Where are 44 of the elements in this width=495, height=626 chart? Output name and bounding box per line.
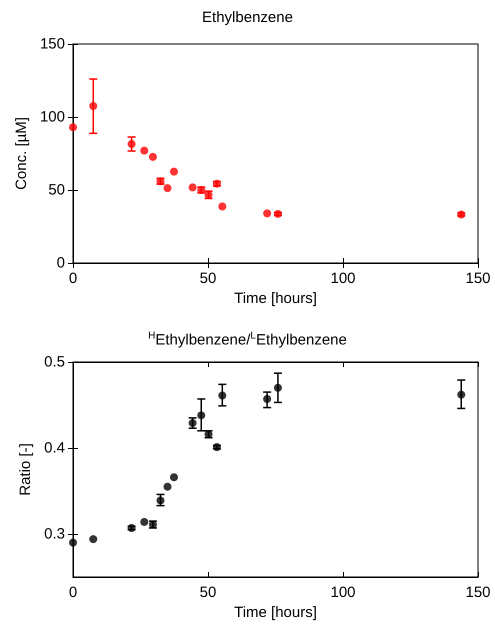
x-tick-label: 150 [465,270,491,287]
point [69,538,77,547]
point [69,123,77,132]
y-tick-label: 150 [40,36,65,52]
point [140,146,148,155]
point [89,535,98,544]
point [457,390,466,399]
x-tick-label: 100 [330,270,356,287]
y-tick-label: 0.5 [44,354,65,370]
y-tick-label: 0.3 [44,526,65,542]
y-tick-label: 0.4 [44,440,65,456]
point [274,210,282,218]
y-tick-label: 100 [40,108,65,126]
x-axis-title: Time [hours] [234,604,317,621]
point [128,524,136,532]
point [128,140,136,148]
point [457,210,466,219]
point [263,209,272,218]
x-tick-label: 0 [68,270,78,287]
point [197,411,206,420]
x-tick-label: 50 [200,270,216,287]
point [148,152,157,161]
point [170,473,178,482]
point [274,384,282,392]
point [218,202,226,210]
point [170,168,178,176]
point [156,496,164,504]
point [263,394,272,403]
x-tick-label: 50 [200,584,216,601]
y-tick-label: 0 [56,254,65,272]
chart-title: Ethylbenzene [202,9,293,26]
point [164,482,172,491]
point [188,183,197,192]
point [140,518,148,526]
x-tick-label: 100 [330,584,356,601]
y-tick-label: 50 [48,182,65,198]
point [164,184,172,192]
x-axis-title: Time [hours] [234,290,317,307]
point [218,392,226,400]
x-tick-label: 150 [465,584,491,601]
y-axis-title: Conc. [µM] [13,117,30,190]
y-axis-title: Ratio [-] [17,443,34,496]
point [89,102,98,110]
x-tick-label: 0 [68,584,78,601]
